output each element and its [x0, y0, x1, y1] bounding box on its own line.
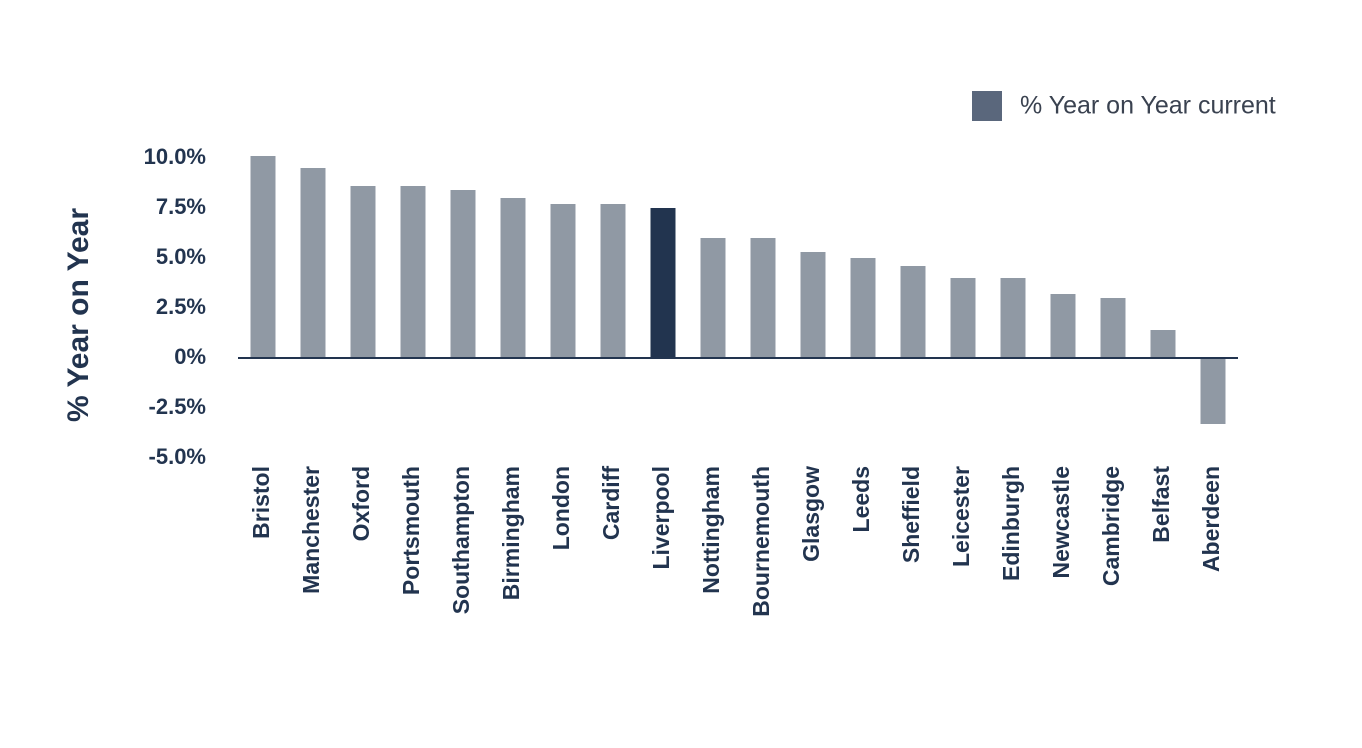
- x-tick-label: Sheffield: [898, 466, 924, 563]
- bar: [750, 238, 776, 358]
- x-tick-label: Nottingham: [698, 466, 724, 594]
- y-tick-label: -5.0%: [149, 444, 206, 469]
- bar: [950, 278, 976, 358]
- y-tick-label: 5.0%: [156, 244, 206, 269]
- x-tick-label: Cambridge: [1098, 466, 1124, 586]
- x-tick-label: Leicester: [948, 466, 974, 567]
- bar: [850, 258, 876, 358]
- x-tick-label: Birmingham: [498, 466, 524, 600]
- bar: [700, 238, 726, 358]
- x-tick-label: Leeds: [848, 466, 874, 532]
- legend-swatch: [972, 91, 1002, 121]
- x-tick-label: Glasgow: [798, 466, 824, 562]
- bar: [1000, 278, 1026, 358]
- x-tick-label: Manchester: [298, 466, 324, 594]
- x-tick-label: London: [548, 466, 574, 550]
- bar: [1200, 358, 1226, 424]
- y-tick-label: 10.0%: [144, 144, 206, 169]
- bar: [450, 190, 476, 358]
- bar: [550, 204, 576, 358]
- bar: [600, 204, 626, 358]
- bar: [350, 186, 376, 358]
- x-tick-label: Portsmouth: [398, 466, 424, 595]
- y-tick-label: 7.5%: [156, 194, 206, 219]
- y-tick-label: 2.5%: [156, 294, 206, 319]
- x-tick-label: Belfast: [1148, 466, 1174, 543]
- bar: [900, 266, 926, 358]
- y-tick-label: -2.5%: [149, 394, 206, 419]
- legend-label: % Year on Year current: [1020, 92, 1276, 120]
- x-tick-label: Liverpool: [648, 466, 674, 570]
- x-tick-label: Edinburgh: [998, 466, 1024, 581]
- bar: [1100, 298, 1126, 358]
- bar: [1050, 294, 1076, 358]
- bar: [400, 186, 426, 358]
- x-tick-label: Cardiff: [598, 466, 624, 540]
- x-tick-label: Bournemouth: [748, 466, 774, 617]
- x-tick-label: Southampton: [448, 466, 474, 614]
- bar: [800, 252, 826, 358]
- y-tick-label: 0%: [174, 344, 206, 369]
- bar: [650, 208, 676, 358]
- x-tick-label: Aberdeen: [1198, 466, 1224, 572]
- bar: [500, 198, 526, 358]
- y-axis-title: % Year on Year: [62, 208, 95, 422]
- bar: [250, 156, 276, 358]
- x-tick-label: Bristol: [248, 466, 274, 539]
- bar: [300, 168, 326, 358]
- x-tick-label: Oxford: [348, 466, 374, 541]
- bar: [1150, 330, 1176, 358]
- x-tick-label: Newcastle: [1048, 466, 1074, 579]
